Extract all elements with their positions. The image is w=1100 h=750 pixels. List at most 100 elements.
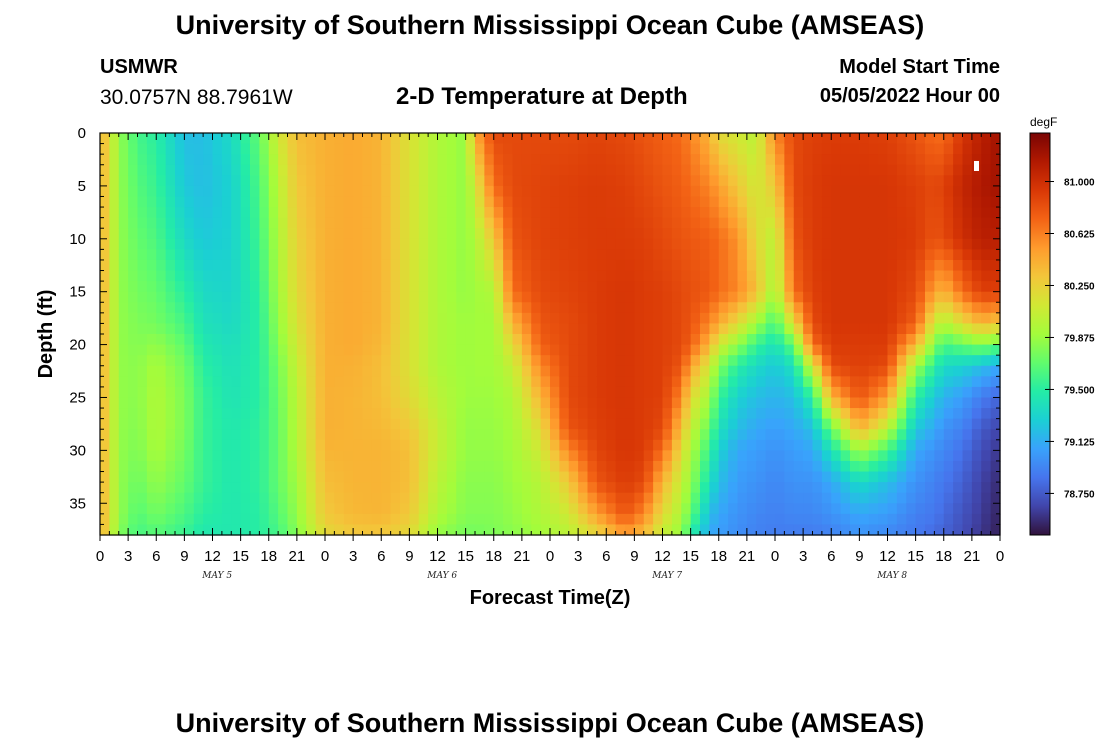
heatmap-cell [559, 217, 570, 229]
heatmap-cell [793, 386, 804, 399]
heatmap-cell [446, 217, 457, 229]
heatmap-cell [803, 228, 814, 240]
heatmap-cell [625, 270, 635, 282]
heatmap-cell [718, 217, 729, 229]
heatmap-cell [484, 355, 495, 367]
heatmap-cell [540, 492, 551, 504]
heatmap-cell [221, 133, 232, 145]
heatmap-cell [175, 196, 185, 208]
heatmap-cell [334, 143, 345, 155]
heatmap-cell [446, 185, 457, 198]
x-tick-label: 12 [654, 548, 671, 565]
heatmap-cell [193, 429, 204, 441]
heatmap-cell [503, 185, 514, 198]
heatmap-cell [128, 175, 139, 187]
heatmap-cell [400, 386, 410, 399]
heatmap-cell [953, 344, 964, 356]
heatmap-cell [587, 439, 598, 451]
heatmap-cell [428, 259, 439, 272]
heatmap-cell [681, 196, 692, 208]
heatmap-cell [343, 154, 354, 166]
heatmap-cell [568, 524, 579, 536]
heatmap-cell [878, 524, 889, 536]
heatmap-cell [700, 460, 710, 473]
heatmap-cell [634, 281, 645, 293]
heatmap-cell [962, 217, 973, 229]
heatmap-cell [690, 450, 701, 462]
heatmap-cell [296, 386, 307, 399]
heatmap-cell [709, 143, 720, 155]
heatmap-cell [175, 524, 185, 536]
heatmap-cell [746, 291, 757, 303]
heatmap-cell [625, 450, 635, 462]
heatmap-cell [428, 460, 439, 473]
heatmap-cell [353, 143, 364, 155]
heatmap-cell [109, 196, 120, 208]
heatmap-cell [512, 334, 523, 346]
heatmap-cell [896, 334, 907, 346]
heatmap-cell [418, 281, 429, 293]
heatmap-cell [381, 164, 392, 176]
heatmap-cell [531, 365, 542, 377]
heatmap-cell [437, 365, 448, 377]
heatmap-cell [596, 281, 607, 293]
heatmap-cell [184, 207, 195, 219]
heatmap-cell [156, 397, 167, 409]
heatmap-cell [400, 217, 410, 229]
heatmap-cell [728, 418, 739, 430]
heatmap-cell [175, 207, 185, 219]
heatmap-cell [259, 439, 270, 451]
heatmap-cell [540, 281, 551, 293]
heatmap-cell [306, 133, 317, 145]
heatmap-cell [165, 249, 176, 261]
heatmap-cell [765, 503, 776, 515]
heatmap-cell [568, 228, 579, 240]
heatmap-cell [175, 482, 185, 494]
heatmap-cell [671, 291, 682, 303]
heatmap-cell [325, 217, 335, 229]
heatmap-cell [493, 492, 504, 504]
heatmap-cell [690, 270, 701, 282]
heatmap-cell [296, 334, 307, 346]
heatmap-cell [409, 450, 420, 462]
heatmap-cell [325, 365, 335, 377]
heatmap-cell [484, 196, 495, 208]
heatmap-cell [146, 259, 157, 272]
heatmap-cell [278, 376, 289, 388]
heatmap-cell [746, 471, 757, 483]
heatmap-cell [737, 207, 748, 219]
heatmap-cell [137, 418, 148, 430]
heatmap-cell [718, 397, 729, 409]
heatmap-cell [953, 439, 964, 451]
heatmap-cell [700, 259, 710, 272]
heatmap-cell [887, 302, 898, 314]
heatmap-cell [137, 302, 148, 314]
heatmap-cell [521, 217, 532, 229]
heatmap-cell [531, 471, 542, 483]
heatmap-cell [512, 513, 523, 526]
heatmap-cell [840, 291, 851, 303]
heatmap-cell [962, 291, 973, 303]
heatmap-cell [812, 397, 823, 409]
heatmap-cell [268, 302, 279, 314]
heatmap-cell [906, 259, 917, 272]
heatmap-cell [231, 524, 242, 536]
heatmap-cell [259, 344, 270, 356]
heatmap-cell [728, 259, 739, 272]
heatmap-cell [390, 418, 401, 430]
heatmap-cell [109, 482, 120, 494]
heatmap-cell [306, 238, 317, 250]
heatmap-cell [634, 334, 645, 346]
heatmap-cell [859, 302, 870, 314]
heatmap-cell [512, 471, 523, 483]
heatmap-cell [559, 249, 570, 261]
heatmap-cell [662, 524, 673, 536]
heatmap-cell [821, 154, 832, 166]
heatmap-cell [765, 228, 776, 240]
heatmap-cell [578, 355, 589, 367]
heatmap-cell [118, 513, 129, 526]
heatmap-cell [278, 154, 289, 166]
heatmap-cell [437, 281, 448, 293]
heatmap-cell [718, 164, 729, 176]
heatmap-cell [353, 259, 364, 272]
